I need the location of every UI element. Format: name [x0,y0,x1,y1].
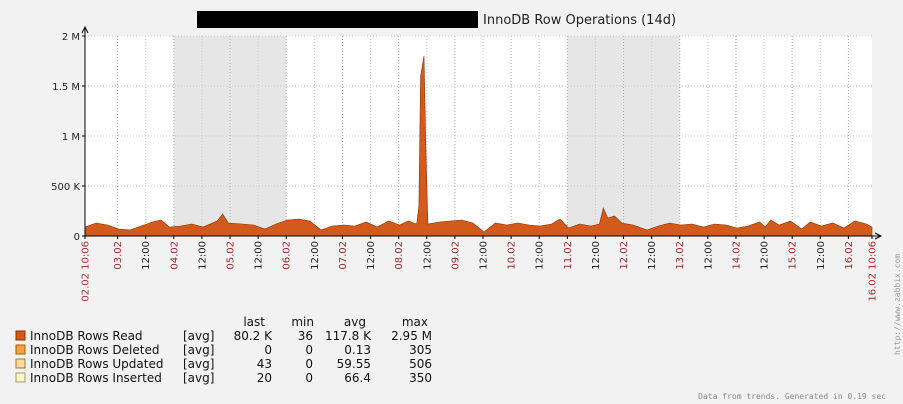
redacted-host-name [197,11,478,28]
legend: last min avg max InnoDB Rows Read [avg] 80… [15,315,432,385]
legend-last-value: 0 [264,343,272,357]
y-tick-label: 500 K [51,182,80,193]
legend-header-min: min [291,315,314,329]
x-tick-label: 12.02 [619,241,630,270]
x-tick-label: 12:00 [422,241,433,270]
zabbix-watermark: http://www.zabbix.com [893,254,902,355]
series-area-rows-read [84,55,873,237]
chart-title: InnoDB Row Operations (14d) [483,13,676,28]
x-tick-label: 12:00 [310,241,321,270]
legend-swatch [15,330,26,341]
x-tick-label: 13.02 [675,241,686,270]
legend-max-value: 506 [409,357,432,371]
x-tick-label: 09.02 [450,241,461,270]
x-tick-label: 12:00 [197,241,208,270]
legend-header-avg: avg [344,315,366,329]
y-tick-label: 2 M [62,32,80,43]
x-tick-label: 08.02 [394,241,405,270]
legend-header-max: max [402,315,428,329]
legend-function: [avg] [183,329,214,343]
y-tick-label: 0 [74,232,80,243]
legend-last-value: 43 [257,357,272,371]
x-tick-label: 03.02 [113,241,124,270]
legend-min-value: 0 [305,357,313,371]
x-tick-label: 14.02 [731,241,742,270]
legend-series-name: InnoDB Rows Read [30,329,143,343]
x-tick-label: 12:00 [478,241,489,270]
y-tick-label: 1 M [62,132,80,143]
x-tick-label: 04.02 [169,241,180,270]
x-tick-label: 02.02 10:06 [81,241,92,302]
x-tick-label: 12:00 [703,241,714,270]
x-tick-label: 12:00 [647,241,658,270]
legend-avg-value: 59.55 [337,357,371,371]
legend-min-value: 0 [305,343,313,357]
legend-min-value: 0 [305,371,313,385]
generation-footer: Data from trends. Generated in 0.19 sec [698,392,886,401]
y-tick-label: 1.5 M [52,82,80,93]
legend-avg-value: 0.13 [344,343,371,357]
x-tick-label: 15.02 [788,241,799,270]
legend-min-value: 36 [298,329,313,343]
x-tick-label: 12:00 [141,241,152,270]
legend-max-value: 2.95 M [391,329,432,343]
legend-function: [avg] [183,371,214,385]
x-tick-label: 16.02 10:06 [868,241,879,302]
x-tick-label: 12:00 [591,241,602,270]
legend-avg-value: 66.4 [344,371,371,385]
x-tick-label: 11.02 [563,241,574,270]
x-tick-label: 12:00 [535,241,546,270]
legend-swatch [15,358,26,369]
x-tick-label: 07.02 [338,241,349,270]
x-tick-label: 12:00 [366,241,377,270]
x-axis-arrow-icon [874,232,883,240]
x-tick-label: 12:00 [254,241,265,270]
x-tick-label: 06.02 [282,241,293,270]
legend-last-value: 20 [257,371,272,385]
legend-avg-value: 117.8 K [325,329,372,343]
legend-last-value: 80.2 K [234,329,274,343]
legend-swatch [15,344,26,355]
legend-series-name: InnoDB Rows Deleted [30,343,159,357]
y-axis-arrow-icon [81,25,89,34]
legend-series-name: InnoDB Rows Updated [30,357,163,371]
x-tick-label: 12:00 [816,241,827,270]
legend-series-name: InnoDB Rows Inserted [30,371,162,385]
legend-function: [avg] [183,343,214,357]
x-tick-label: 16.02 [844,241,855,270]
legend-max-value: 350 [409,371,432,385]
legend-swatch [15,372,26,383]
legend-max-value: 305 [409,343,432,357]
x-tick-label: 10.02 [507,241,518,270]
x-tick-label: 05.02 [226,241,237,270]
x-tick-label: 12:00 [760,241,771,270]
legend-function: [avg] [183,357,214,371]
legend-header-last: last [243,315,265,329]
